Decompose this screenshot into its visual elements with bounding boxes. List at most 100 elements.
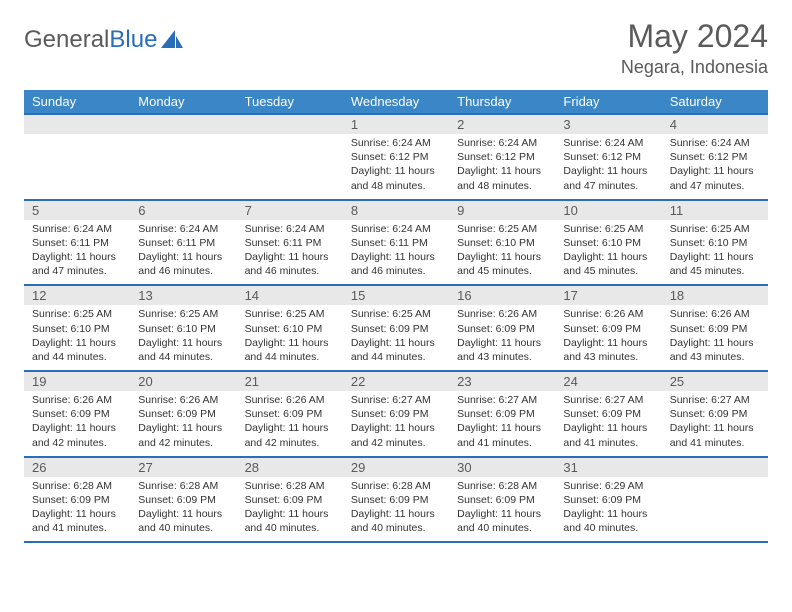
day-cell (24, 134, 130, 200)
sunrise-text: Sunrise: 6:27 AM (457, 393, 547, 407)
day-number: 11 (662, 200, 768, 220)
day-number (662, 457, 768, 477)
sunset-text: Sunset: 6:09 PM (351, 407, 441, 421)
daynum-row: 262728293031 (24, 457, 768, 477)
day-cell (130, 134, 236, 200)
day-cell: Sunrise: 6:24 AMSunset: 6:12 PMDaylight:… (662, 134, 768, 200)
sunrise-text: Sunrise: 6:26 AM (245, 393, 335, 407)
sunrise-text: Sunrise: 6:25 AM (457, 222, 547, 236)
daylight-text: Daylight: 11 hours and 41 minutes. (563, 421, 653, 449)
daylight-text: Daylight: 11 hours and 41 minutes. (670, 421, 760, 449)
sunset-text: Sunset: 6:09 PM (457, 322, 547, 336)
day-number: 28 (237, 457, 343, 477)
day-cell: Sunrise: 6:28 AMSunset: 6:09 PMDaylight:… (24, 477, 130, 543)
sunset-text: Sunset: 6:09 PM (351, 322, 441, 336)
day-cell: Sunrise: 6:25 AMSunset: 6:10 PMDaylight:… (555, 220, 661, 286)
day-cell: Sunrise: 6:26 AMSunset: 6:09 PMDaylight:… (555, 305, 661, 371)
sunset-text: Sunset: 6:09 PM (563, 322, 653, 336)
sunrise-text: Sunrise: 6:25 AM (563, 222, 653, 236)
day-cell: Sunrise: 6:24 AMSunset: 6:11 PMDaylight:… (237, 220, 343, 286)
daylight-text: Daylight: 11 hours and 46 minutes. (351, 250, 441, 278)
daylight-text: Daylight: 11 hours and 46 minutes. (245, 250, 335, 278)
day-cell: Sunrise: 6:27 AMSunset: 6:09 PMDaylight:… (449, 391, 555, 457)
sunrise-text: Sunrise: 6:26 AM (457, 307, 547, 321)
day-number: 9 (449, 200, 555, 220)
day-number: 4 (662, 114, 768, 134)
header: GeneralBlue May 2024 Negara, Indonesia (24, 18, 768, 78)
day-cell (237, 134, 343, 200)
sunrise-text: Sunrise: 6:24 AM (563, 136, 653, 150)
sunrise-text: Sunrise: 6:29 AM (563, 479, 653, 493)
week-row: 1234Sunrise: 6:24 AMSunset: 6:12 PMDayli… (24, 114, 768, 200)
col-friday: Friday (555, 90, 661, 113)
day-number: 29 (343, 457, 449, 477)
sunrise-text: Sunrise: 6:26 AM (563, 307, 653, 321)
sunrise-text: Sunrise: 6:28 AM (351, 479, 441, 493)
day-number: 24 (555, 371, 661, 391)
sunset-text: Sunset: 6:10 PM (245, 322, 335, 336)
col-saturday: Saturday (662, 90, 768, 113)
col-monday: Monday (130, 90, 236, 113)
daylight-text: Daylight: 11 hours and 45 minutes. (563, 250, 653, 278)
daylight-text: Daylight: 11 hours and 42 minutes. (245, 421, 335, 449)
day-number: 10 (555, 200, 661, 220)
sunset-text: Sunset: 6:11 PM (32, 236, 122, 250)
sunset-text: Sunset: 6:09 PM (138, 407, 228, 421)
sunrise-text: Sunrise: 6:25 AM (245, 307, 335, 321)
calendar-table: Sunday Monday Tuesday Wednesday Thursday… (24, 90, 768, 113)
day-cell: Sunrise: 6:25 AMSunset: 6:10 PMDaylight:… (24, 305, 130, 371)
calendar-body: 1234Sunrise: 6:24 AMSunset: 6:12 PMDayli… (24, 113, 768, 543)
sunset-text: Sunset: 6:12 PM (457, 150, 547, 164)
sunset-text: Sunset: 6:12 PM (670, 150, 760, 164)
sunset-text: Sunset: 6:09 PM (563, 493, 653, 507)
day-number: 22 (343, 371, 449, 391)
logo-text-2: Blue (109, 26, 157, 53)
sunset-text: Sunset: 6:09 PM (670, 407, 760, 421)
daylight-text: Daylight: 11 hours and 44 minutes. (245, 336, 335, 364)
daylight-text: Daylight: 11 hours and 45 minutes. (457, 250, 547, 278)
day-number (130, 114, 236, 134)
sunset-text: Sunset: 6:09 PM (457, 493, 547, 507)
daylight-text: Daylight: 11 hours and 40 minutes. (138, 507, 228, 535)
day-cell: Sunrise: 6:26 AMSunset: 6:09 PMDaylight:… (662, 305, 768, 371)
day-cell: Sunrise: 6:28 AMSunset: 6:09 PMDaylight:… (130, 477, 236, 543)
week-row: 19202122232425Sunrise: 6:26 AMSunset: 6:… (24, 371, 768, 457)
daylight-text: Daylight: 11 hours and 43 minutes. (670, 336, 760, 364)
daylight-text: Daylight: 11 hours and 47 minutes. (32, 250, 122, 278)
day-cell: Sunrise: 6:26 AMSunset: 6:09 PMDaylight:… (449, 305, 555, 371)
day-number: 23 (449, 371, 555, 391)
daylight-text: Daylight: 11 hours and 45 minutes. (670, 250, 760, 278)
month-title: May 2024 (621, 18, 768, 55)
daylight-text: Daylight: 11 hours and 47 minutes. (563, 164, 653, 192)
daylight-text: Daylight: 11 hours and 44 minutes. (138, 336, 228, 364)
sunrise-text: Sunrise: 6:25 AM (138, 307, 228, 321)
day-cell: Sunrise: 6:24 AMSunset: 6:11 PMDaylight:… (130, 220, 236, 286)
title-block: May 2024 Negara, Indonesia (621, 18, 768, 78)
sunrise-text: Sunrise: 6:24 AM (351, 136, 441, 150)
day-header-row: Sunday Monday Tuesday Wednesday Thursday… (24, 90, 768, 113)
daylight-text: Daylight: 11 hours and 43 minutes. (563, 336, 653, 364)
day-cell: Sunrise: 6:25 AMSunset: 6:10 PMDaylight:… (130, 305, 236, 371)
sunset-text: Sunset: 6:10 PM (457, 236, 547, 250)
daylight-text: Daylight: 11 hours and 40 minutes. (351, 507, 441, 535)
day-cell: Sunrise: 6:24 AMSunset: 6:12 PMDaylight:… (449, 134, 555, 200)
content-row: Sunrise: 6:26 AMSunset: 6:09 PMDaylight:… (24, 391, 768, 457)
sunrise-text: Sunrise: 6:27 AM (351, 393, 441, 407)
daylight-text: Daylight: 11 hours and 42 minutes. (32, 421, 122, 449)
day-number: 20 (130, 371, 236, 391)
day-cell: Sunrise: 6:24 AMSunset: 6:12 PMDaylight:… (343, 134, 449, 200)
day-number: 25 (662, 371, 768, 391)
sunrise-text: Sunrise: 6:28 AM (457, 479, 547, 493)
day-cell: Sunrise: 6:27 AMSunset: 6:09 PMDaylight:… (343, 391, 449, 457)
sunset-text: Sunset: 6:09 PM (138, 493, 228, 507)
day-cell: Sunrise: 6:25 AMSunset: 6:10 PMDaylight:… (449, 220, 555, 286)
day-cell: Sunrise: 6:27 AMSunset: 6:09 PMDaylight:… (555, 391, 661, 457)
day-number: 12 (24, 285, 130, 305)
daylight-text: Daylight: 11 hours and 40 minutes. (457, 507, 547, 535)
daylight-text: Daylight: 11 hours and 41 minutes. (457, 421, 547, 449)
daylight-text: Daylight: 11 hours and 42 minutes. (351, 421, 441, 449)
daylight-text: Daylight: 11 hours and 46 minutes. (138, 250, 228, 278)
day-cell: Sunrise: 6:26 AMSunset: 6:09 PMDaylight:… (130, 391, 236, 457)
day-number: 3 (555, 114, 661, 134)
content-row: Sunrise: 6:25 AMSunset: 6:10 PMDaylight:… (24, 305, 768, 371)
